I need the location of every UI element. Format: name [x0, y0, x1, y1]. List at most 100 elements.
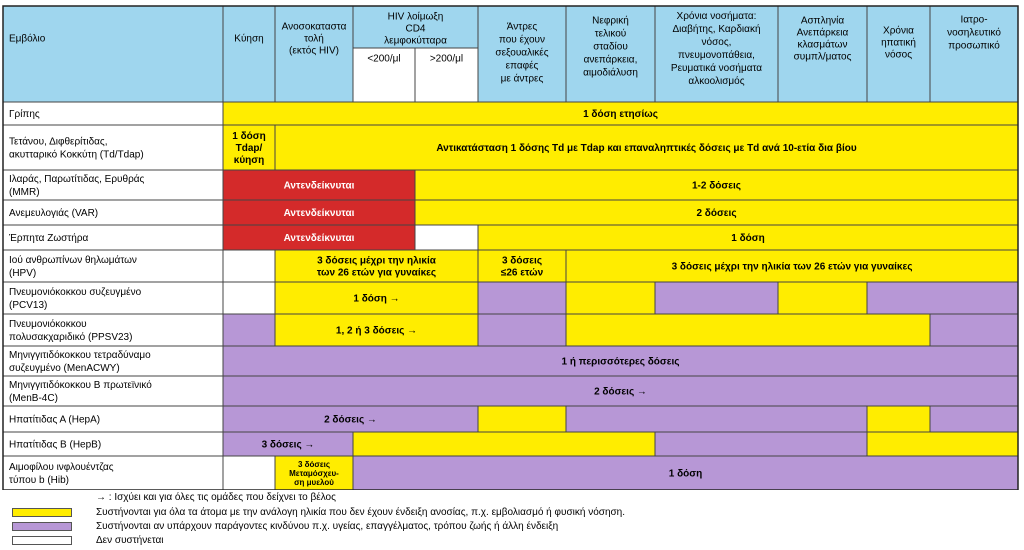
schedule-cell [929, 405, 1019, 433]
dose-text: 1 δόση [731, 233, 764, 244]
dose-text: Αντενδείκνυται [284, 233, 355, 244]
schedule-cell [414, 169, 1019, 201]
header-vaccine-cell [2, 5, 224, 103]
header-vaccine: Εμβόλιο [9, 33, 46, 45]
schedule-cell [866, 431, 1019, 457]
schedule-cell [274, 455, 354, 490]
schedule-cell [477, 313, 567, 347]
schedule-cell [222, 345, 1019, 377]
header-chronic-disease-cell [565, 5, 656, 103]
dose-text: 3 δόσεις μέχρι την ηλικία των 26 ετών γι… [672, 262, 913, 273]
legend-yellow-text: Συστήνονται για όλα τα άτομα με την ανάλ… [96, 507, 626, 518]
vaccination-schedule-table: Εμβόλιο Κύηση Ανοσοκαταστα τολή (εκτός HIV) H… [2, 5, 1019, 490]
header-immunosuppression: Ανοσοκαταστα τολή (εκτός HIV) [282, 22, 347, 57]
schedule-cell [654, 431, 868, 457]
header-liver: Χρόνια ηπατική νόσος [881, 25, 916, 61]
dose-text: 2 δόσεις → [594, 387, 647, 398]
dose-text: 1, 2 ή 3 δόσεις → [336, 326, 417, 337]
vaccine-label-cell [2, 313, 224, 347]
header-renal-cell [477, 5, 567, 103]
schedule-cell [222, 199, 416, 226]
schedule-cell [929, 313, 1019, 347]
dose-text: 3 δόσεις μέχρι την ηλικία των 26 ετών για… [317, 256, 437, 279]
schedule-cell [222, 169, 416, 201]
header-msm: Άντρες που έχουν σεξουαλικές επαφές με άντρε… [495, 22, 548, 85]
vaccine-label-cell [2, 199, 224, 226]
dose-text: 1 ή περισσότερες δόσεις [562, 357, 680, 368]
header-asplenia-cell [654, 5, 779, 103]
schedule-cell [477, 224, 1019, 251]
schedule-cell [222, 281, 276, 315]
schedule-cell [866, 281, 1019, 315]
dose-text: 2 δόσεις [696, 208, 736, 219]
schedule-cell [565, 313, 931, 347]
schedule-cell [565, 405, 868, 433]
header-hiv-high: >200/μl [430, 54, 463, 65]
schedule-cell [352, 431, 656, 457]
legend-swatch-white [12, 536, 72, 545]
header-healthcare-workers-cell [866, 5, 931, 103]
vaccine-label: Μηνιγγιτιδόκοκκου Β πρωτεϊνικό (MenB-4C) [9, 379, 152, 404]
schedule-cell [414, 224, 479, 251]
header-renal: Νεφρική τελικού σταδίου ανεπάρκεια, αιμοδιάλ… [583, 15, 638, 79]
schedule-cell [565, 281, 656, 315]
vaccine-label: Ιλαράς, Παρωτίτιδας, Ερυθράς (MMR) [9, 173, 145, 198]
dose-text: 1 δόση [669, 469, 702, 480]
schedule-cell [654, 281, 779, 315]
vaccine-label: Έρπητα Ζωστήρα [8, 232, 89, 244]
schedule-cell [222, 431, 354, 457]
header-asplenia: Ασπληνία Ανεπάρκεια κλασμάτων συμπλ/ματος [794, 15, 852, 63]
schedule-cell [866, 405, 931, 433]
vaccine-label-cell [2, 455, 224, 490]
vaccine-label: Ηπατίτιδας Α (HepA) [9, 414, 100, 426]
schedule-cell [477, 405, 567, 433]
vaccine-label: Πνευμονιόκοκκου πολυσακχαριδικό (PPSV23) [9, 318, 132, 343]
schedule-cell [222, 224, 416, 251]
vaccine-label: Γρίπης [9, 108, 40, 120]
vaccine-label: Ανεμευλογιάς (VAR) [9, 207, 98, 219]
table-border [2, 5, 1019, 490]
schedule-cell [222, 249, 276, 283]
schedule-cell [414, 199, 1019, 226]
header-pregnancy-cell [222, 5, 276, 103]
legend-white-text: Δεν συστήνεται [96, 535, 164, 546]
vaccine-label-cell [2, 405, 224, 433]
vaccine-label: Μηνιγγιτιδόκοκκου τετραδύναμο συζευγμένο … [9, 349, 151, 374]
header-healthcare-workers: Ιατρο-νοσηλευτικό προσωπικό [947, 15, 1001, 52]
schedule-cell [222, 405, 479, 433]
dose-text: 1 δόση Tdap/κύηση [232, 131, 265, 166]
dose-text: Αντενδείκνυται [284, 208, 355, 219]
dose-text: 2 δόσεις → [324, 415, 377, 426]
vaccine-label: Τετάνου, Διφθερίτιδας, ακυτταρικό Κοκκύτη… [9, 136, 144, 161]
header-immunosuppression-cell [274, 5, 354, 103]
dose-text: 1 δόση → [353, 294, 399, 305]
dose-text: Αντικατάσταση 1 δόσης Td με Tdap και επα… [436, 143, 856, 154]
schedule-cell [477, 281, 567, 315]
legend-arrow-text: → : Ισχύει και για όλες τις ομάδες που δ… [96, 492, 336, 503]
vaccine-label: Πνευμονιόκοκκου συζευγμένο (PCV13) [9, 286, 142, 311]
dose-text: 3 δόσεις ≤26 ετών [501, 256, 544, 279]
header-hiv-low-cell [352, 47, 416, 103]
header-chronic-disease: Χρόνια νοσήματα: Διαβήτης, Καρδιακή νόσος,… [671, 10, 762, 87]
dose-text: 1-2 δόσεις [692, 181, 741, 192]
dose-text: 3 δόσεις → [262, 440, 315, 451]
vaccine-label: Αιμοφίλου ινφλουέντζας τύπου b (Hib) [9, 461, 114, 486]
schedule-cell [222, 455, 276, 490]
dose-text: 3 δόσεις Μεταμόσχευ-ση μυελού [289, 460, 339, 487]
schedule-cell [565, 249, 1019, 283]
schedule-cell [222, 375, 1019, 407]
schedule-cell [777, 281, 868, 315]
schedule-cell [222, 313, 276, 347]
dose-text: Αντενδείκνυται [284, 181, 355, 192]
header-pregnancy: Κύηση [234, 33, 263, 45]
vaccine-label: Ηπατίτιδας Β (HepB) [9, 439, 101, 451]
vaccine-label-cell [2, 124, 224, 171]
legend-purple-text: Συστήνονται αν υπάρχουν παράγοντες κινδύ… [96, 521, 559, 532]
schedule-cell [274, 124, 1019, 171]
legend-swatch-purple [12, 522, 72, 531]
header-hiv-high-cell [414, 47, 479, 103]
header-hiv-low: <200/μl [367, 54, 400, 65]
schedule-cell [352, 455, 1019, 490]
header-hiv: HIV λοίμωξη CD4 λεμφοκύτταρα [384, 11, 447, 47]
vaccine-label-cell [2, 345, 224, 377]
